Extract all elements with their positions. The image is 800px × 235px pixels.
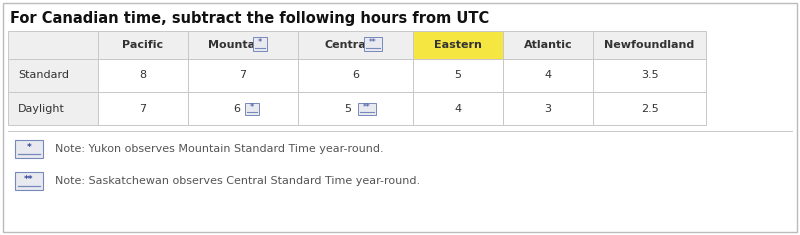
- Bar: [593, 92, 706, 125]
- Bar: [98, 92, 188, 125]
- Text: 3: 3: [545, 103, 551, 114]
- Bar: [15, 172, 43, 190]
- Bar: [98, 59, 188, 92]
- Text: *: *: [26, 143, 31, 152]
- Bar: [253, 37, 267, 51]
- Bar: [363, 37, 382, 51]
- Bar: [188, 92, 298, 125]
- Text: For Canadian time, subtract the following hours from UTC: For Canadian time, subtract the followin…: [10, 11, 490, 26]
- Text: 2.5: 2.5: [641, 103, 658, 114]
- Bar: [15, 140, 43, 158]
- Bar: [188, 59, 298, 92]
- Text: Standard: Standard: [18, 70, 69, 81]
- Text: 6: 6: [352, 70, 359, 81]
- Bar: [8, 31, 98, 59]
- Bar: [593, 59, 706, 92]
- Text: **: **: [24, 175, 34, 184]
- Text: 7: 7: [239, 70, 246, 81]
- Bar: [413, 31, 503, 59]
- Text: *: *: [250, 103, 254, 112]
- Bar: [503, 59, 593, 92]
- Text: 3.5: 3.5: [641, 70, 658, 81]
- Bar: [413, 92, 503, 125]
- Text: Newfoundland: Newfoundland: [604, 40, 694, 50]
- Text: **: **: [362, 103, 370, 112]
- Text: Mountain: Mountain: [208, 40, 266, 50]
- Text: Atlantic: Atlantic: [524, 40, 572, 50]
- Bar: [358, 102, 375, 114]
- Text: Daylight: Daylight: [18, 103, 65, 114]
- Text: Note: Saskatchewan observes Central Standard Time year-round.: Note: Saskatchewan observes Central Stan…: [55, 176, 420, 186]
- Text: Pacific: Pacific: [122, 40, 163, 50]
- Text: *: *: [258, 39, 262, 47]
- Bar: [593, 31, 706, 59]
- Text: 8: 8: [139, 70, 146, 81]
- Bar: [245, 102, 259, 114]
- Bar: [8, 59, 98, 92]
- Text: 4: 4: [454, 103, 462, 114]
- Text: 5: 5: [344, 103, 351, 114]
- Bar: [503, 31, 593, 59]
- Bar: [298, 92, 413, 125]
- Text: Eastern: Eastern: [434, 40, 482, 50]
- Bar: [298, 31, 413, 59]
- Text: 6: 6: [234, 103, 241, 114]
- Bar: [8, 92, 98, 125]
- Bar: [503, 92, 593, 125]
- Text: 7: 7: [139, 103, 146, 114]
- Bar: [98, 31, 188, 59]
- Text: 4: 4: [545, 70, 551, 81]
- Text: 5: 5: [454, 70, 462, 81]
- Bar: [413, 59, 503, 92]
- Text: Note: Yukon observes Mountain Standard Time year-round.: Note: Yukon observes Mountain Standard T…: [55, 144, 384, 154]
- Bar: [188, 31, 298, 59]
- Text: Central: Central: [325, 40, 370, 50]
- Bar: [298, 59, 413, 92]
- Text: **: **: [369, 39, 376, 47]
